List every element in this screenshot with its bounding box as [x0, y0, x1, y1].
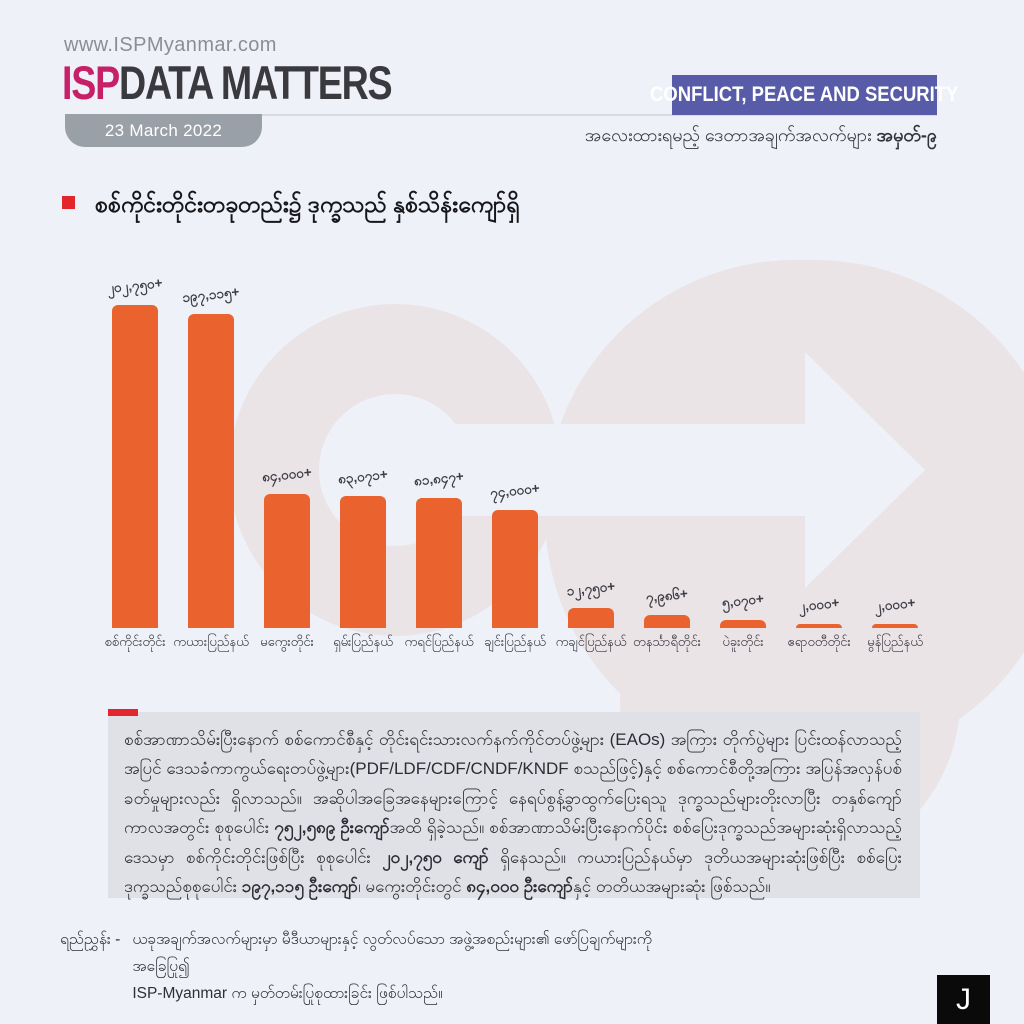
bar-category-label: ချင်းပြည်နယ် — [484, 634, 546, 649]
website-url: www.ISPMyanmar.com — [64, 34, 277, 56]
bar — [720, 620, 766, 628]
footnote: ရည်ညွှန်း - ယခုအချက်အလက်များမှာ မီဒီယာမျ… — [60, 926, 700, 1007]
issue-subtitle-text: အလေးထားရမည့် ဒေတာအချက်အလက်များ — [584, 125, 877, 145]
bar — [568, 608, 614, 628]
footnote-label: ရည်ညွှန်း - — [60, 931, 121, 948]
bar-group: ၇,၉၈၆+ တနင်္သာရီတိုင်း — [633, 270, 701, 655]
headline-bullet-icon — [62, 196, 75, 209]
bar-value-label: ၇,၉၈၆+ — [645, 585, 689, 606]
headline-row: စစ်ကိုင်းတိုင်းတခုတည်း၌ ဒုက္ခသည် နှစ်သိန… — [62, 190, 519, 224]
bar-value-label: ၂,၀၀၀+ — [797, 594, 841, 615]
footnote-line1: ယခုအချက်အလက်များမှာ မီဒီယာများနှင့် လွတ်… — [132, 931, 652, 976]
bar-category-label: ပဲခူးတိုင်း — [722, 634, 764, 649]
bar-group: ၁၂,၇၅၀+ ကချင်ပြည်နယ် — [556, 270, 627, 655]
bar-group: ၈၄,၀၀၀+ မကွေးတိုင်း — [260, 270, 314, 655]
brand-logo: ISPDATA MATTERS — [62, 56, 393, 110]
bar-value-label: ၁၉၇,၁၁၅+ — [181, 284, 241, 305]
bar-group: ၇၄,၀၀၀+ ချင်းပြည်နယ် — [484, 270, 545, 655]
bar-category-label: ကရင်ပြည်နယ် — [404, 634, 474, 649]
bar-category-label: စစ်ကိုင်းတိုင်း — [104, 634, 166, 649]
body-paragraph: စစ်အာဏာသိမ်းပြီးနောက် စစ်ကောင်စီနှင့် တိ… — [124, 730, 902, 897]
issue-number: အမှတ်-၉ — [876, 125, 937, 145]
bar — [340, 496, 386, 628]
bar — [492, 510, 538, 628]
corner-logo: J — [937, 975, 990, 1024]
bar-value-label: ၂၀၂,၇၅၀+ — [106, 275, 164, 296]
bar-category-label: ကချင်ပြည်နယ် — [555, 634, 627, 649]
bar-value-label: ၈၄,၀၀၀+ — [261, 464, 313, 485]
bar-category-label: ဧရာဝတီတိုင်း — [787, 634, 851, 649]
brand-isp: ISP — [62, 56, 120, 109]
bar-group: ၂,၀၀၀+ ဧရာဝတီတိုင်း — [787, 270, 850, 655]
bar-value-label: ၇၄,၀၀၀+ — [489, 480, 541, 501]
bar — [112, 305, 158, 628]
bar-group: ၈၃,၀၇၁+ ရှမ်းပြည်နယ် — [333, 270, 393, 655]
footnote-text: ယခုအချက်အလက်များမှာ မီဒီယာများနှင့် လွတ်… — [132, 926, 700, 1007]
category-banner-label: CONFLICT, PEACE AND SECURITY — [650, 83, 959, 106]
body-panel: စစ်အာဏာသိမ်းပြီးနောက် စစ်ကောင်စီနှင့် တိ… — [108, 712, 920, 898]
date-tab: 23 March 2022 — [65, 114, 262, 147]
bar-value-label: ၂,၀၀၀+ — [873, 594, 917, 615]
bar-value-label: ၈၃,၀၇၁+ — [337, 466, 389, 487]
category-banner: CONFLICT, PEACE AND SECURITY — [650, 75, 959, 115]
bar-group: ၅,၀၇၀+ ပဲခူးတိုင်း — [720, 270, 766, 655]
header-divider — [65, 114, 937, 116]
bar-category-label: ကယားပြည်နယ် — [173, 634, 249, 649]
issue-subtitle: အလေးထားရမည့် ဒေတာအချက်အလက်များ အမှတ်-၉ — [585, 123, 937, 150]
bar — [644, 615, 690, 628]
bar-value-label: ၅,၀၇၀+ — [721, 590, 765, 611]
bar-category-label: မကွေးတိုင်း — [260, 634, 314, 649]
bar-category-label: ရှမ်းပြည်နယ် — [333, 634, 393, 649]
page-title: စစ်ကိုင်းတိုင်းတခုတည်း၌ ဒုက္ခသည် နှစ်သိန… — [95, 191, 520, 217]
bar-group: ၁၉၇,၁၁၅+ ကယားပြည်နယ် — [173, 270, 249, 655]
bar-group: ၂,၀၀၀+ မွန်ပြည်နယ် — [867, 270, 923, 655]
bar-group: ၂၀၂,၇၅၀+ စစ်ကိုင်းတိုင်း — [104, 270, 165, 655]
bar — [872, 624, 918, 628]
panel-accent-dash — [108, 709, 138, 716]
bar — [796, 624, 842, 628]
bar-category-label: မွန်ပြည်နယ် — [867, 634, 923, 649]
bar-value-label: ၈၁,၈၄၇+ — [413, 468, 465, 489]
bar — [264, 494, 310, 628]
bar-category-label: တနင်္သာရီတိုင်း — [633, 634, 701, 649]
brand-rest: DATA MATTERS — [119, 56, 393, 109]
bar-group: ၈၁,၈၄၇+ ကရင်ပြည်နယ် — [405, 270, 474, 655]
bar — [416, 498, 462, 628]
bar-value-label: ၁၂,၇၅၀+ — [565, 578, 616, 599]
footnote-line2: ISP-Myanmar က မှတ်တမ်းပြုစုထားခြင်း ဖြစ်… — [132, 985, 443, 1003]
bar-chart: ၂၀၂,၇၅၀+ စစ်ကိုင်းတိုင်း ၁၉၇,၁၁၅+ ကယားပြည်န… — [90, 270, 950, 655]
bar — [188, 314, 234, 628]
